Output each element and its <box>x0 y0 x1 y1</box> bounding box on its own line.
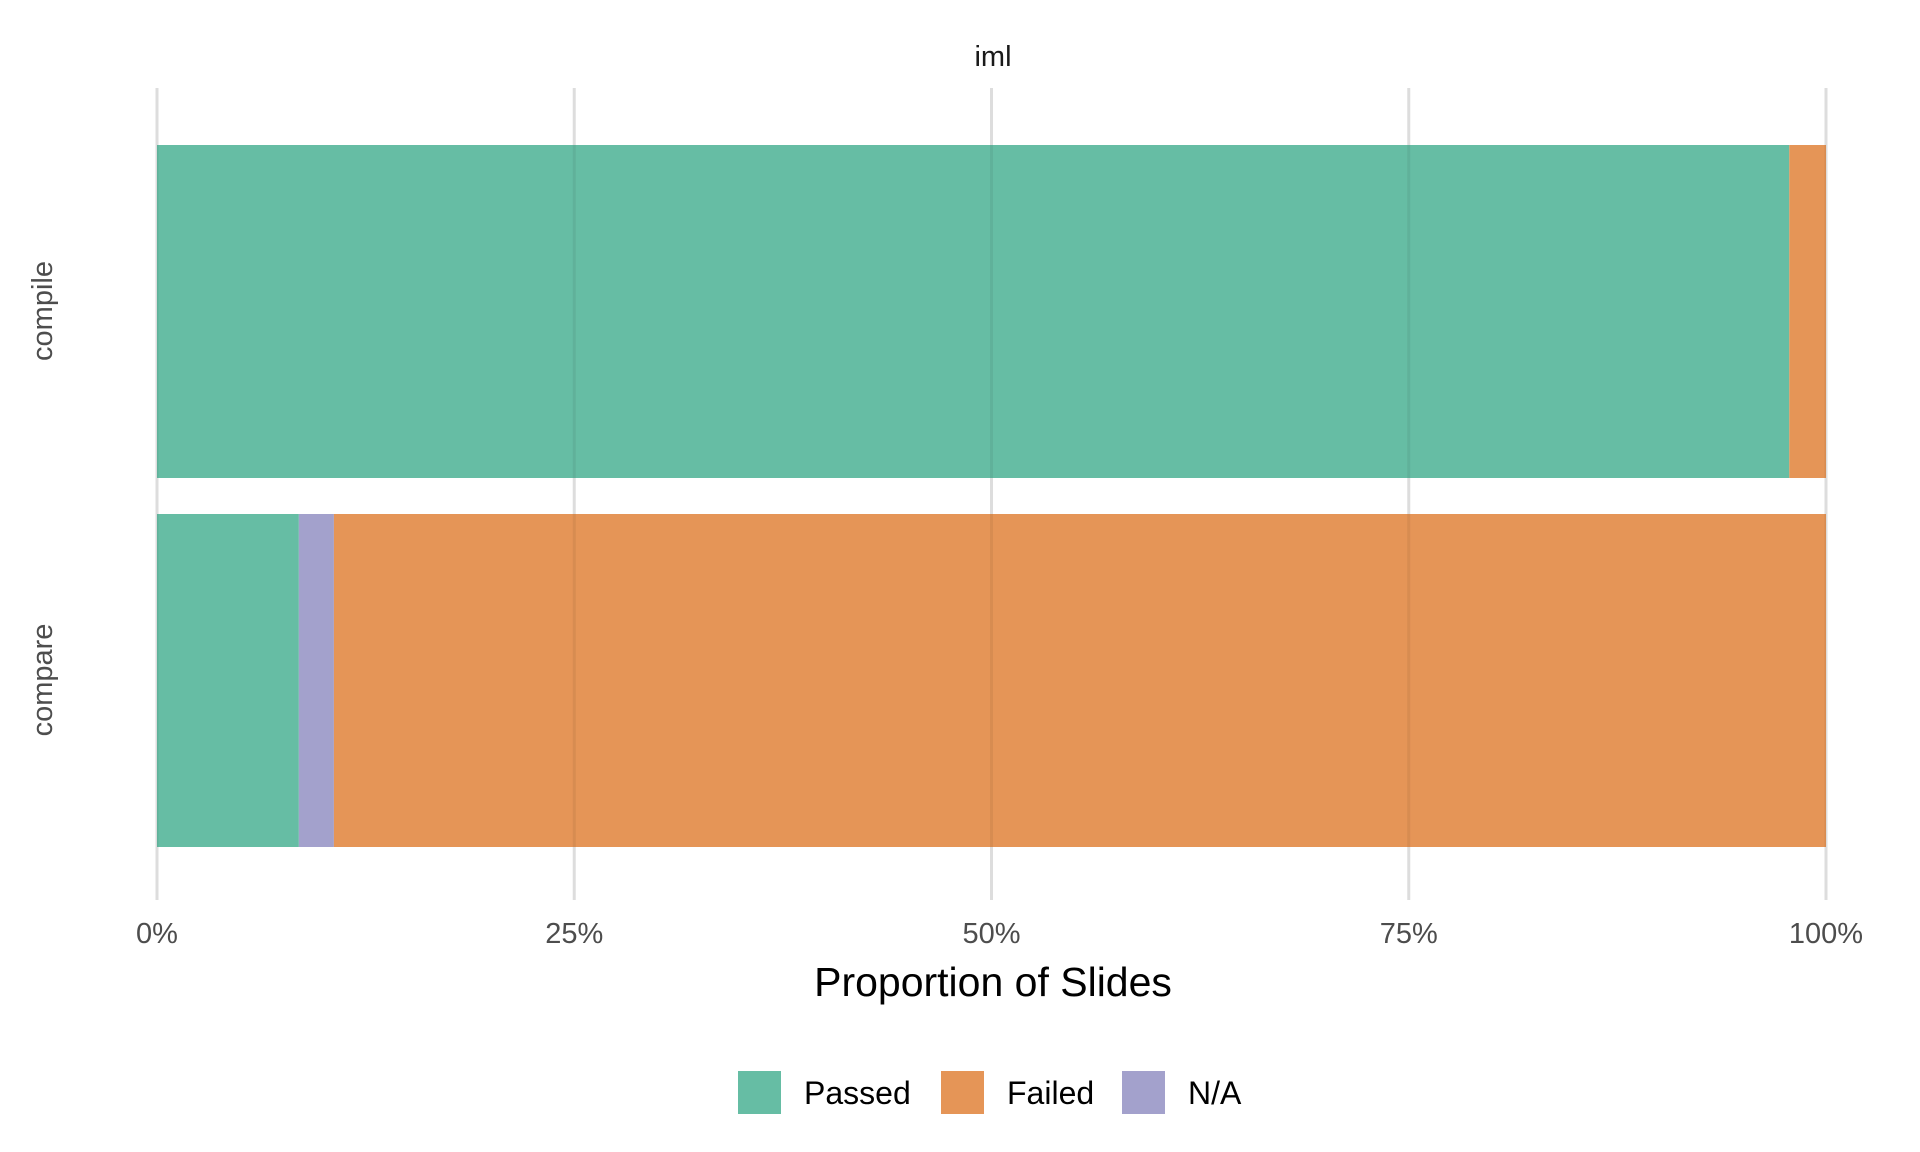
bar-compare-failed <box>333 514 1826 847</box>
bar-compare-na <box>298 514 334 847</box>
y-tick-label-compile: compile <box>27 261 59 361</box>
legend-label-na: N/A <box>1188 1075 1242 1111</box>
bar-compile-failed <box>1789 145 1826 478</box>
bar-compile-passed <box>157 145 1790 478</box>
x-tick-label-3: 75% <box>1380 918 1438 950</box>
x-axis-tick-labels: 0% 25% 50% 75% 100% <box>136 918 1863 950</box>
x-tick-label-0: 0% <box>136 918 178 950</box>
legend-swatch-failed <box>941 1071 984 1114</box>
bars <box>157 145 1826 847</box>
y-axis-labels: compile compare <box>27 261 59 736</box>
legend-label-failed: Failed <box>1007 1075 1094 1111</box>
legend-swatch-passed <box>738 1071 781 1114</box>
x-axis-title: Proportion of Slides <box>814 959 1172 1005</box>
x-tick-label-1: 25% <box>545 918 603 950</box>
legend-swatch-na <box>1122 1071 1165 1114</box>
y-tick-label-compare: compare <box>27 624 59 737</box>
facet-title: iml <box>974 41 1011 73</box>
x-tick-label-2: 50% <box>962 918 1020 950</box>
bar-compare-passed <box>157 514 299 847</box>
x-tick-label-4: 100% <box>1789 918 1863 950</box>
legend: Passed Failed N/A <box>738 1071 1242 1114</box>
gridlines-overlay <box>155 88 1828 900</box>
legend-label-passed: Passed <box>804 1075 911 1111</box>
